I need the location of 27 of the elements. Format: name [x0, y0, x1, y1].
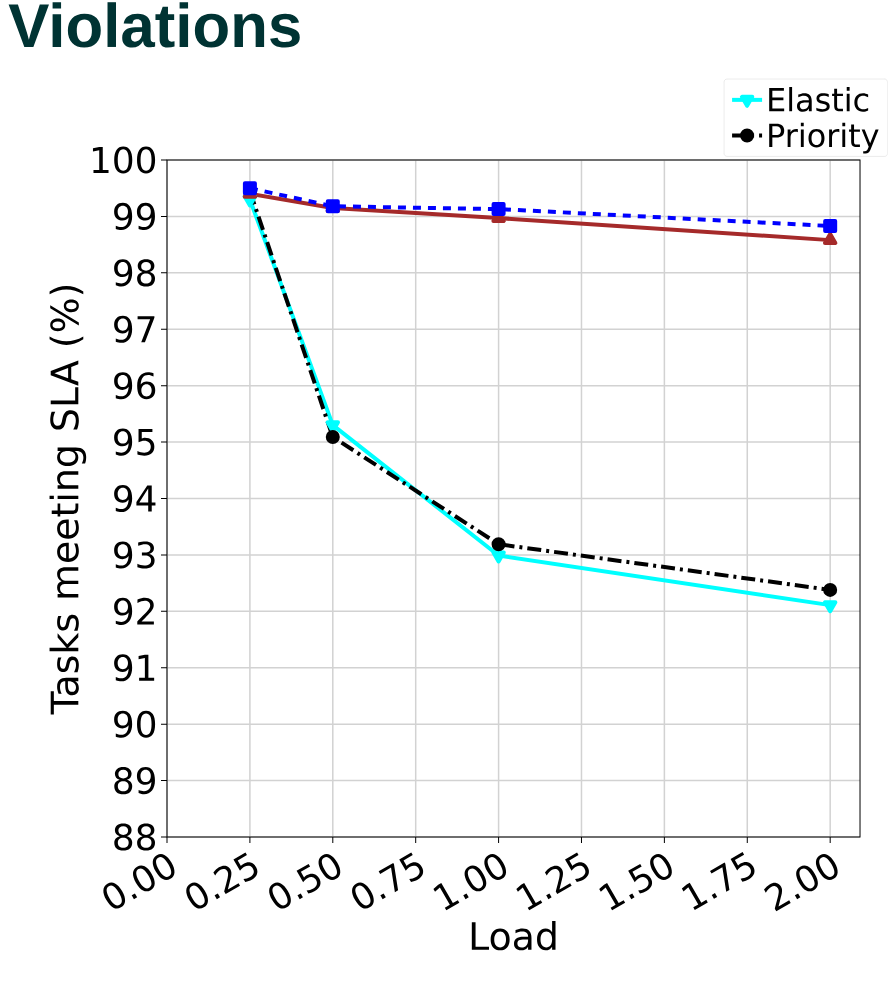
y-tick-label: 99 [114, 202, 156, 230]
x-tick-label: 2.00 [764, 854, 838, 912]
x-tick-label: 1.50 [599, 854, 672, 911]
y-tick-label: 89 [114, 767, 156, 795]
y-axis-title: Tasks meeting SLA (%) [49, 285, 87, 715]
legend-label: Priority [769, 122, 879, 154]
x-tick-label: 1.00 [433, 854, 507, 911]
x-tick-label: 1.25 [516, 852, 590, 911]
y-tick-label: 94 [114, 484, 156, 513]
x-axis-title: Load [471, 921, 556, 951]
y-tick-label: 96 [114, 372, 156, 400]
y-tick-label: 91 [114, 654, 155, 682]
y-tick-label: 95 [114, 428, 155, 456]
y-tick-label: 90 [114, 710, 156, 738]
y-tick-label: 88 [114, 823, 156, 851]
y-tick-label: 92 [114, 597, 155, 625]
y-tick-label: 98 [114, 259, 156, 287]
legend-label: Elastic [769, 87, 869, 112]
x-tick-label: 1.75 [682, 852, 755, 910]
y-tick-label: 93 [114, 541, 155, 569]
x-tick-label: 0.00 [103, 854, 175, 909]
x-tick-label: 0.50 [269, 854, 341, 909]
y-tick-label: 97 [114, 315, 155, 343]
chart-title: Violations [8, 2, 300, 48]
x-tick-label: 0.25 [186, 852, 258, 909]
x-tick-label: 0.75 [352, 852, 424, 909]
y-tick-label: 100 [93, 146, 156, 174]
